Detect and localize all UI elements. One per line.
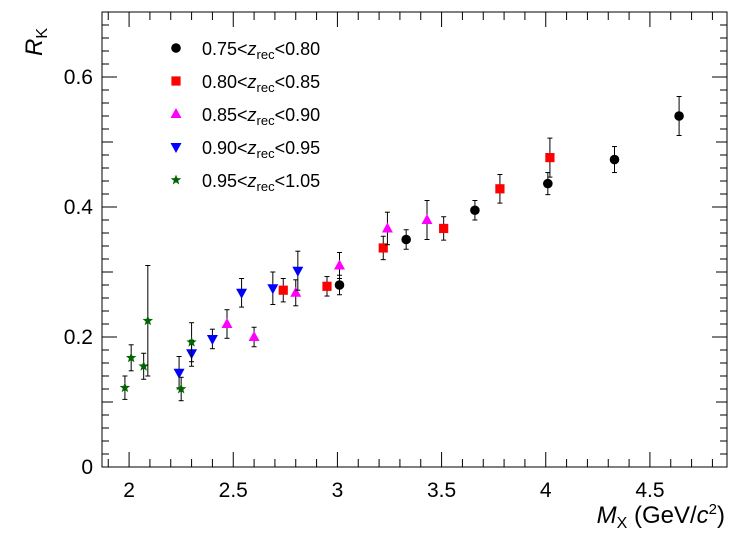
x-axis-tick-labels: 2 2.5 3 3.5 4 4.5 bbox=[123, 479, 664, 502]
data-point bbox=[138, 360, 149, 371]
plot-frame bbox=[101, 11, 728, 468]
data-point bbox=[334, 259, 345, 270]
data-point bbox=[290, 286, 302, 297]
legend-marker bbox=[170, 143, 182, 153]
data-point bbox=[334, 280, 345, 290]
data-point bbox=[609, 154, 620, 165]
x-tick-label: 3.5 bbox=[427, 479, 456, 502]
x-tick-label: 4.5 bbox=[635, 479, 664, 502]
data-point bbox=[495, 184, 505, 194]
legend-label: 0.90<zrec<0.95 bbox=[202, 138, 320, 161]
y-tick-label: 0.4 bbox=[64, 196, 94, 219]
legend-label: 0.85<zrec<0.90 bbox=[202, 105, 320, 128]
data-point bbox=[421, 214, 433, 224]
legend: 0.75<zrec<0.80 0.80<zrec<0.85 0.85<zrec<0.… bbox=[170, 39, 320, 194]
x-tick-label: 3 bbox=[332, 479, 344, 502]
x-tick-label: 4 bbox=[540, 479, 552, 502]
x-tick-label: 2.5 bbox=[219, 479, 248, 502]
data-point bbox=[470, 205, 480, 216]
legend-label: 0.75<zrec<0.80 bbox=[202, 39, 320, 62]
legend-marker bbox=[170, 174, 182, 185]
legend-marker bbox=[170, 108, 182, 118]
data-point bbox=[267, 284, 279, 295]
data-point bbox=[439, 223, 449, 234]
data-point bbox=[278, 285, 288, 295]
data-point bbox=[142, 315, 154, 326]
legend-marker bbox=[171, 76, 181, 86]
x-tick-label: 2 bbox=[123, 479, 135, 502]
data-points bbox=[119, 96, 684, 402]
data-point bbox=[186, 336, 197, 347]
legend-label: 0.95<zrec<1.05 bbox=[202, 171, 320, 194]
data-point bbox=[125, 352, 137, 363]
y-tick-label: 0 bbox=[81, 456, 93, 479]
data-point bbox=[378, 243, 388, 253]
data-point bbox=[221, 318, 233, 328]
data-point bbox=[401, 234, 411, 245]
y-tick-label: 0.6 bbox=[64, 66, 93, 89]
data-point bbox=[236, 288, 248, 299]
data-point bbox=[119, 382, 131, 393]
data-point bbox=[175, 383, 187, 394]
data-point bbox=[674, 111, 684, 121]
x-axis-ticks bbox=[107, 12, 713, 467]
data-point bbox=[173, 368, 185, 379]
data-point bbox=[206, 334, 218, 345]
data-point bbox=[292, 266, 304, 277]
data-point bbox=[322, 281, 332, 291]
legend-label: 0.80<zrec<0.85 bbox=[202, 72, 320, 95]
x-axis-title: MX (GeV/c2) bbox=[597, 501, 725, 532]
data-point bbox=[248, 331, 260, 341]
data-point bbox=[543, 178, 553, 189]
y-axis-tick-labels: 0 0.2 0.4 0.6 bbox=[64, 66, 94, 479]
legend-marker bbox=[171, 43, 181, 53]
y-axis-ticks bbox=[102, 11, 727, 468]
data-point bbox=[545, 153, 555, 163]
data-point bbox=[381, 222, 393, 233]
y-tick-label: 0.2 bbox=[64, 326, 93, 349]
y-axis-title: RK bbox=[21, 28, 51, 56]
